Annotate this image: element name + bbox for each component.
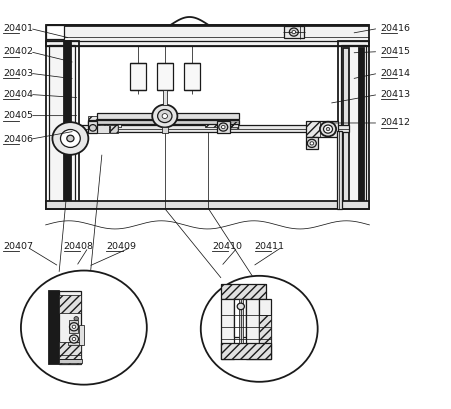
Circle shape — [60, 130, 80, 147]
Bar — [46, 25, 369, 45]
Bar — [259, 299, 272, 360]
Bar — [221, 343, 272, 360]
Text: 20402: 20402 — [3, 47, 33, 56]
Circle shape — [307, 139, 316, 147]
Bar — [68, 342, 82, 345]
Circle shape — [152, 105, 177, 128]
Circle shape — [219, 123, 228, 131]
Circle shape — [201, 276, 318, 382]
Bar — [46, 41, 79, 209]
Text: 20413: 20413 — [381, 90, 411, 99]
Circle shape — [74, 317, 78, 321]
Text: 20407: 20407 — [3, 242, 33, 251]
Circle shape — [67, 135, 74, 142]
Bar — [130, 63, 146, 90]
Text: 20416: 20416 — [381, 24, 410, 33]
Bar — [59, 291, 81, 364]
Bar — [88, 120, 239, 124]
Bar — [205, 117, 221, 127]
Circle shape — [292, 30, 296, 34]
Bar — [59, 342, 81, 364]
Text: 20415: 20415 — [381, 47, 410, 56]
Bar — [110, 125, 119, 133]
Bar — [79, 325, 84, 345]
Bar — [59, 295, 81, 313]
Text: 20414: 20414 — [381, 69, 410, 78]
Circle shape — [326, 128, 330, 131]
Bar — [69, 320, 78, 333]
Circle shape — [157, 110, 172, 123]
Bar — [341, 45, 366, 205]
Bar — [162, 90, 167, 105]
Circle shape — [323, 125, 332, 133]
Circle shape — [52, 122, 88, 155]
Bar — [88, 117, 104, 127]
Circle shape — [310, 142, 313, 145]
Bar — [234, 299, 246, 337]
Bar — [306, 121, 320, 137]
Circle shape — [21, 270, 147, 384]
Bar — [337, 131, 342, 209]
Bar — [46, 25, 64, 39]
Bar — [49, 291, 59, 364]
Bar — [46, 201, 369, 209]
Bar — [338, 41, 369, 209]
Circle shape — [89, 125, 97, 131]
Bar — [221, 343, 272, 360]
Circle shape — [72, 337, 76, 341]
Circle shape — [69, 335, 78, 343]
Circle shape — [290, 28, 299, 36]
Bar — [259, 315, 272, 343]
Bar — [49, 45, 75, 205]
Bar — [221, 283, 266, 299]
Bar — [246, 299, 259, 360]
Bar — [284, 26, 304, 38]
Circle shape — [69, 323, 78, 331]
Bar — [70, 126, 349, 132]
Bar — [105, 117, 121, 127]
Text: 20412: 20412 — [381, 119, 410, 128]
Bar — [57, 130, 70, 147]
Bar — [97, 125, 109, 133]
Circle shape — [72, 325, 76, 328]
Bar — [221, 283, 266, 299]
Bar — [64, 41, 71, 209]
Text: 20409: 20409 — [106, 242, 136, 251]
Bar — [161, 128, 168, 133]
Bar — [97, 113, 165, 119]
Bar — [343, 47, 349, 204]
Circle shape — [162, 114, 167, 119]
Text: 20408: 20408 — [64, 242, 94, 251]
Text: 20403: 20403 — [3, 69, 33, 78]
Text: 20405: 20405 — [3, 111, 33, 120]
Bar — [110, 125, 119, 133]
Bar — [231, 122, 239, 129]
Text: 20406: 20406 — [3, 135, 33, 144]
Circle shape — [221, 126, 225, 129]
Bar — [222, 117, 238, 127]
Circle shape — [320, 122, 336, 137]
Text: 20401: 20401 — [3, 24, 33, 33]
Text: 20410: 20410 — [212, 242, 242, 251]
Bar — [184, 63, 200, 90]
Bar — [59, 359, 82, 364]
Bar — [306, 137, 318, 149]
Text: 20411: 20411 — [255, 242, 285, 251]
Circle shape — [237, 303, 244, 310]
Bar — [216, 121, 230, 133]
Bar — [239, 299, 243, 343]
Bar — [156, 63, 173, 90]
Bar — [165, 113, 239, 119]
Bar — [221, 299, 234, 360]
Bar — [359, 47, 364, 204]
Bar — [88, 121, 97, 133]
Bar — [306, 121, 338, 137]
Text: 20404: 20404 — [3, 90, 33, 99]
